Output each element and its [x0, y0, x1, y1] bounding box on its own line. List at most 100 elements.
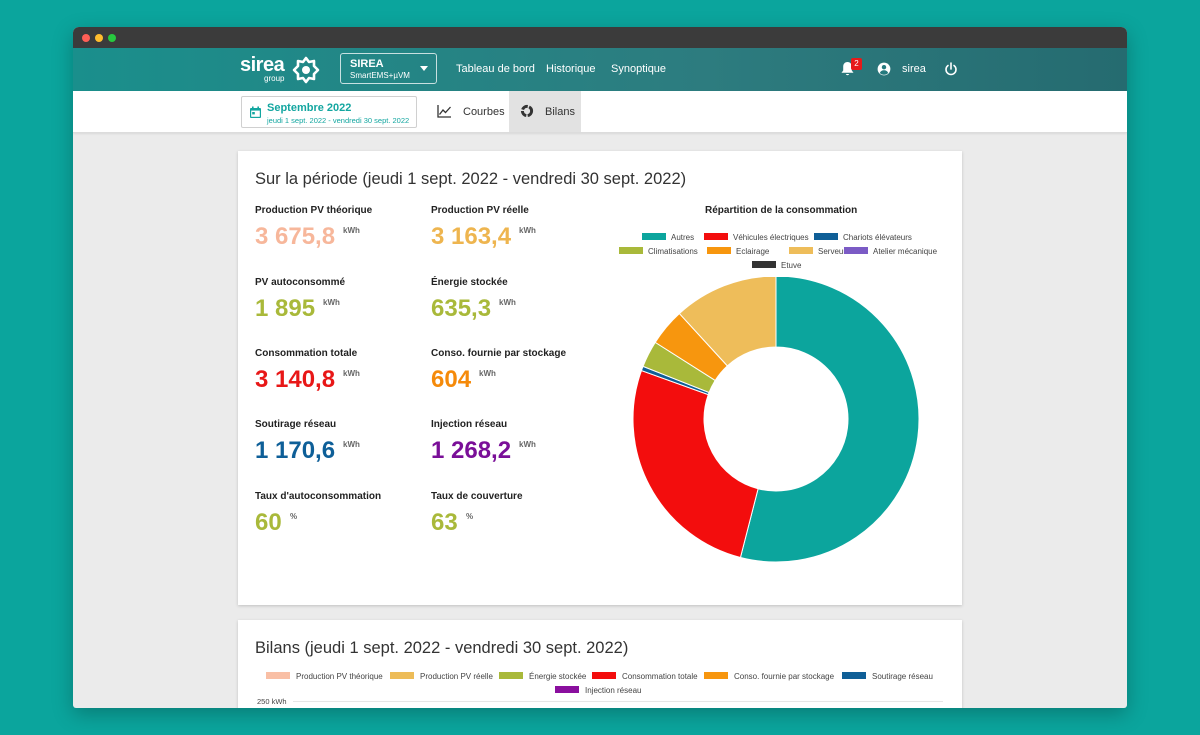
metric-unit: kWh [323, 298, 340, 307]
legend-label: Autres [671, 233, 695, 242]
legend-label: Injection réseau [585, 686, 642, 695]
maximize-window-button[interactable] [108, 34, 116, 42]
legend-label: Climatisations [648, 247, 698, 256]
metric-unit: kWh [343, 369, 360, 378]
metric-label: Production PV théorique [255, 205, 373, 216]
legend-item[interactable]: Chariots élévateurs [814, 233, 912, 242]
metric-value: 3 675,8 [255, 223, 336, 250]
bilans-legend-item[interactable]: Consommation totale [592, 672, 698, 681]
metric-label: Soutirage réseau [255, 419, 337, 430]
metric-unit: kWh [519, 226, 536, 235]
legend-label: Véhicules électriques [733, 233, 809, 242]
consumption-donut-chart [633, 277, 920, 563]
legend-item[interactable]: Serveurs [789, 247, 850, 256]
metric-value: 63 [431, 509, 458, 536]
legend-item[interactable]: Autres [642, 233, 694, 242]
legend-swatch [704, 233, 728, 241]
bilans-legend-item[interactable]: Soutirage réseau [842, 672, 933, 681]
user-name[interactable]: sirea [902, 63, 926, 75]
legend-swatch [555, 686, 579, 694]
bilans-legend-item[interactable]: Production PV réelle [390, 672, 493, 681]
legend-label: Eclairage [736, 247, 770, 256]
site-selector[interactable]: SIREA SmartEMS+µVM [340, 53, 437, 84]
browser-window: sirea group SIREA SmartEMS+µVM Tableau d… [73, 27, 1127, 708]
metric-0: Production PV théorique 3 675,8 kWh [255, 205, 425, 265]
donut-slice-autres[interactable] [739, 277, 920, 563]
metric-label: Consommation totale [255, 348, 358, 359]
legend-item[interactable]: Véhicules électriques [704, 233, 809, 242]
donut-slice-v-hicules-lectriques[interactable] [633, 369, 759, 559]
legend-label: Consommation totale [622, 672, 698, 681]
summary-title: Sur la période (jeudi 1 sept. 2022 - ven… [255, 170, 687, 188]
legend-swatch [592, 672, 616, 680]
bilans-legend-item[interactable]: Injection réseau [555, 686, 641, 695]
legend-item[interactable]: Etuve [752, 261, 801, 270]
bilans-legend-item[interactable]: Énergie stockée [499, 672, 586, 681]
legend-swatch [844, 247, 868, 255]
legend-swatch [642, 233, 666, 241]
metric-unit: kWh [499, 298, 516, 307]
sirea-logo[interactable]: sirea group [240, 54, 322, 86]
metric-value: 1 895 [255, 295, 316, 322]
metric-value: 635,3 [431, 295, 492, 322]
legend-label: Conso. fournie par stockage [734, 672, 835, 681]
metric-label: Conso. fournie par stockage [431, 348, 567, 359]
metric-unit: % [290, 512, 298, 521]
tab-bilans[interactable]: Bilans [509, 91, 581, 132]
legend-swatch [789, 247, 813, 255]
bilans-legend-item[interactable]: Production PV théorique [266, 672, 383, 681]
bell-icon[interactable] [840, 61, 855, 77]
logo-text: sirea [240, 54, 285, 76]
bilans-title: Bilans (jeudi 1 sept. 2022 - vendredi 30… [255, 639, 629, 657]
legend-swatch [707, 247, 731, 255]
metric-9: Taux de couverture 63% [431, 491, 601, 551]
metric-value: 1 268,2 [431, 437, 512, 464]
nav-dashboard[interactable]: Tableau de bord [456, 63, 535, 75]
legend-item[interactable]: Atelier mécanique [844, 247, 937, 256]
site-name: SIREA [350, 58, 384, 70]
logo-subtext: group [264, 74, 285, 83]
legend-item[interactable]: Eclairage [707, 247, 769, 256]
tab-courbes-label: Courbes [463, 106, 505, 118]
legend-item[interactable]: Climatisations [619, 247, 698, 256]
legend-label: Serveurs [818, 247, 851, 256]
window-titlebar [73, 27, 1127, 48]
legend-swatch [266, 672, 290, 680]
sub-navbar: Septembre 2022 jeudi 1 sept. 2022 - vend… [73, 91, 1127, 133]
y-tick-label: 250 kWh [257, 697, 287, 706]
bilans-legend-item[interactable]: Conso. fournie par stockage [704, 672, 834, 681]
legend-swatch [842, 672, 866, 680]
top-navbar: sirea group SIREA SmartEMS+µVM Tableau d… [73, 48, 1127, 91]
metric-unit: kWh [343, 226, 360, 235]
chevron-down-icon [420, 66, 428, 71]
legend-swatch [752, 261, 776, 269]
metric-unit: kWh [479, 369, 496, 378]
summary-card: Sur la période (jeudi 1 sept. 2022 - ven… [238, 151, 962, 605]
nav-synoptic[interactable]: Synoptique [611, 63, 667, 75]
metric-unit: % [466, 512, 474, 521]
legend-label: Production PV réelle [420, 672, 493, 681]
metric-value: 3 163,4 [431, 223, 512, 250]
period-range: jeudi 1 sept. 2022 - vendredi 30 sept. 2… [267, 116, 410, 125]
calendar-icon [250, 106, 261, 118]
tab-courbes[interactable]: Courbes [429, 91, 509, 132]
metric-value: 604 [431, 366, 472, 393]
legend-swatch [499, 672, 523, 680]
bilans-card: Bilans (jeudi 1 sept. 2022 - vendredi 30… [238, 620, 962, 708]
site-sub: SmartEMS+µVM [350, 71, 410, 80]
metric-7: Injection réseau 1 268,2 kWh [431, 419, 601, 479]
power-icon[interactable] [944, 62, 958, 76]
metric-5: Conso. fournie par stockage 604 kWh [431, 348, 601, 408]
legend-label: Production PV théorique [296, 672, 383, 681]
nav-history[interactable]: Historique [546, 63, 596, 75]
minimize-window-button[interactable] [95, 34, 103, 42]
period-picker[interactable]: Septembre 2022 jeudi 1 sept. 2022 - vend… [241, 96, 417, 128]
donut-slice-serveurs[interactable] [678, 277, 777, 367]
user-icon[interactable] [877, 62, 891, 76]
legend-swatch [814, 233, 838, 241]
close-window-button[interactable] [82, 34, 90, 42]
metric-value: 3 140,8 [255, 366, 336, 393]
metric-unit: kWh [343, 440, 360, 449]
legend-label: Chariots élévateurs [843, 233, 912, 242]
legend-label: Etuve [781, 261, 802, 270]
